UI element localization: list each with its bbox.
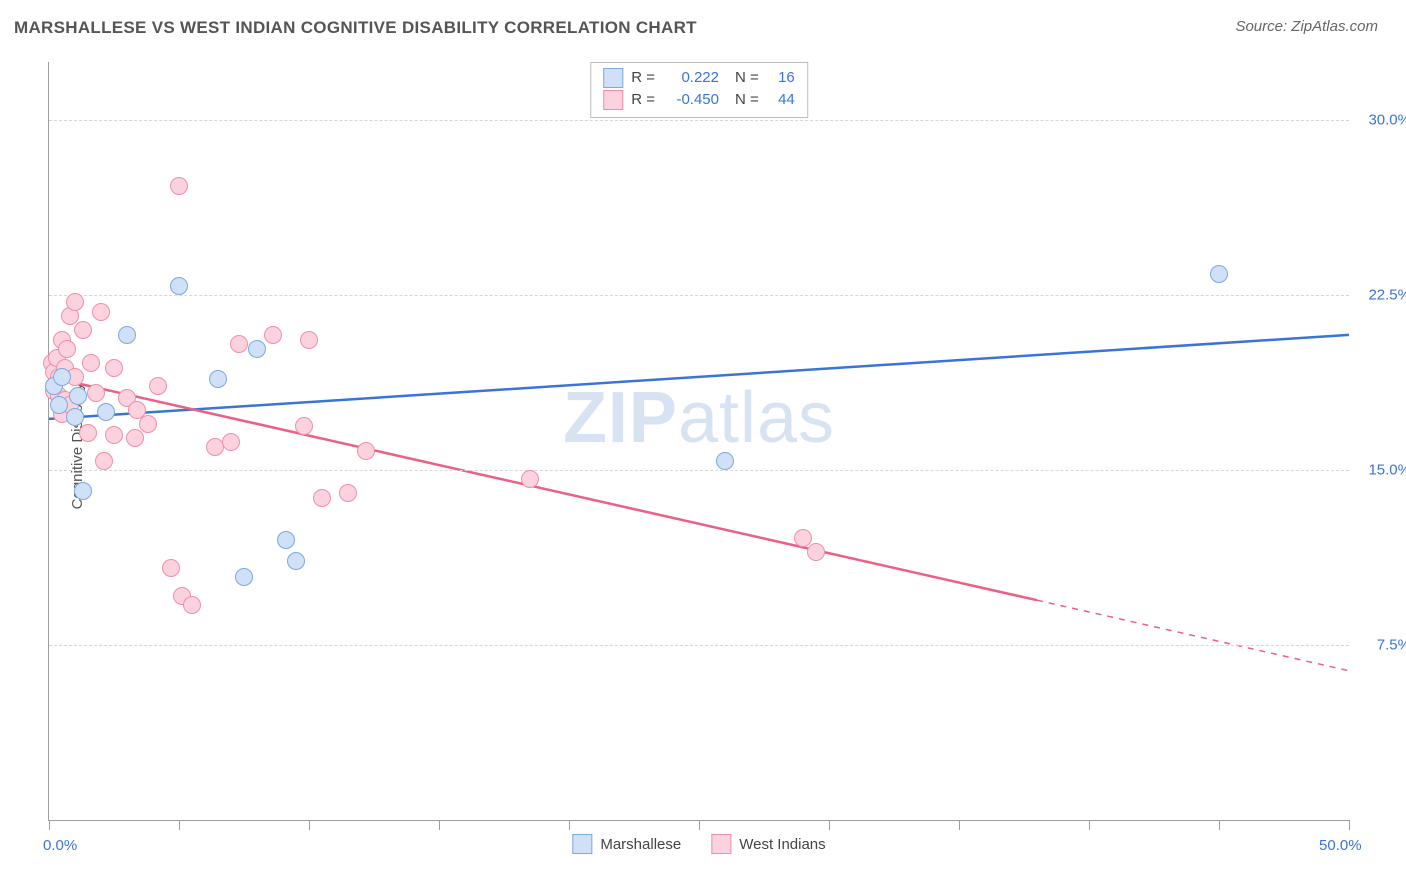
legend-n-label: N = <box>735 89 759 111</box>
chart-plot-area: ZIPatlas R = 0.222 N = 16 R = -0.450 N =… <box>48 62 1349 821</box>
data-point-west-indians <box>105 359 123 377</box>
data-point-marshallese <box>248 340 266 358</box>
data-point-west-indians <box>222 433 240 451</box>
data-point-west-indians <box>264 326 282 344</box>
data-point-marshallese <box>209 370 227 388</box>
data-point-west-indians <box>105 426 123 444</box>
data-point-west-indians <box>313 489 331 507</box>
x-tick <box>439 820 440 830</box>
data-point-west-indians <box>807 543 825 561</box>
data-point-west-indians <box>79 424 97 442</box>
legend-series: Marshallese West Indians <box>572 834 825 854</box>
x-tick <box>959 820 960 830</box>
trend-line-west-indians <box>49 377 1037 600</box>
x-tick <box>309 820 310 830</box>
data-point-west-indians <box>139 415 157 433</box>
legend-label-west-indians: West Indians <box>739 836 825 853</box>
x-tick-label: 50.0% <box>1319 837 1362 854</box>
data-point-west-indians <box>230 335 248 353</box>
data-point-west-indians <box>82 354 100 372</box>
data-point-west-indians <box>95 452 113 470</box>
data-point-west-indians <box>339 484 357 502</box>
x-tick <box>569 820 570 830</box>
data-point-west-indians <box>295 417 313 435</box>
data-point-marshallese <box>170 277 188 295</box>
legend-swatch-west-indians <box>603 90 623 110</box>
data-point-west-indians <box>170 177 188 195</box>
legend-n-label: N = <box>735 67 759 89</box>
legend-n-value-west-indians: 44 <box>767 89 795 111</box>
data-point-marshallese <box>97 403 115 421</box>
data-point-west-indians <box>74 321 92 339</box>
x-tick <box>1219 820 1220 830</box>
legend-item-marshallese: Marshallese <box>572 834 681 854</box>
data-point-marshallese <box>74 482 92 500</box>
x-tick <box>1349 820 1350 830</box>
legend-r-value-west-indians: -0.450 <box>663 89 719 111</box>
legend-label-marshallese: Marshallese <box>600 836 681 853</box>
legend-correlation-box: R = 0.222 N = 16 R = -0.450 N = 44 <box>590 62 808 118</box>
data-point-west-indians <box>300 331 318 349</box>
gridline-horizontal <box>49 295 1349 296</box>
legend-swatch-marshallese <box>572 834 592 854</box>
data-point-west-indians <box>66 293 84 311</box>
legend-r-label: R = <box>631 67 655 89</box>
chart-title: MARSHALLESE VS WEST INDIAN COGNITIVE DIS… <box>14 18 697 38</box>
y-tick-label: 22.5% <box>1368 287 1406 304</box>
data-point-west-indians <box>357 442 375 460</box>
trend-lines-layer <box>49 62 1349 820</box>
legend-swatch-west-indians <box>711 834 731 854</box>
gridline-horizontal <box>49 470 1349 471</box>
legend-r-value-marshallese: 0.222 <box>663 67 719 89</box>
data-point-marshallese <box>50 396 68 414</box>
data-point-marshallese <box>66 408 84 426</box>
data-point-marshallese <box>118 326 136 344</box>
data-point-west-indians <box>149 377 167 395</box>
y-tick-label: 7.5% <box>1377 637 1406 654</box>
y-tick-label: 30.0% <box>1368 112 1406 129</box>
x-tick <box>829 820 830 830</box>
gridline-horizontal <box>49 645 1349 646</box>
data-point-marshallese <box>1210 265 1228 283</box>
data-point-marshallese <box>235 568 253 586</box>
x-tick <box>699 820 700 830</box>
legend-swatch-marshallese <box>603 68 623 88</box>
data-point-west-indians <box>521 470 539 488</box>
data-point-west-indians <box>126 429 144 447</box>
source-label: Source: ZipAtlas.com <box>1235 18 1378 35</box>
trend-line-extrapolated-west-indians <box>1037 600 1349 671</box>
data-point-west-indians <box>162 559 180 577</box>
legend-row-marshallese: R = 0.222 N = 16 <box>603 67 795 89</box>
x-tick <box>1089 820 1090 830</box>
data-point-marshallese <box>287 552 305 570</box>
data-point-west-indians <box>58 340 76 358</box>
y-tick-label: 15.0% <box>1368 462 1406 479</box>
legend-n-value-marshallese: 16 <box>767 67 795 89</box>
legend-row-west-indians: R = -0.450 N = 44 <box>603 89 795 111</box>
watermark: ZIPatlas <box>563 377 835 459</box>
data-point-west-indians <box>92 303 110 321</box>
gridline-horizontal <box>49 120 1349 121</box>
data-point-marshallese <box>69 387 87 405</box>
x-tick <box>179 820 180 830</box>
x-tick <box>49 820 50 830</box>
data-point-west-indians <box>87 384 105 402</box>
data-point-marshallese <box>53 368 71 386</box>
legend-item-west-indians: West Indians <box>711 834 825 854</box>
x-tick-label: 0.0% <box>43 837 77 854</box>
data-point-marshallese <box>277 531 295 549</box>
data-point-marshallese <box>716 452 734 470</box>
legend-r-label: R = <box>631 89 655 111</box>
data-point-west-indians <box>183 596 201 614</box>
